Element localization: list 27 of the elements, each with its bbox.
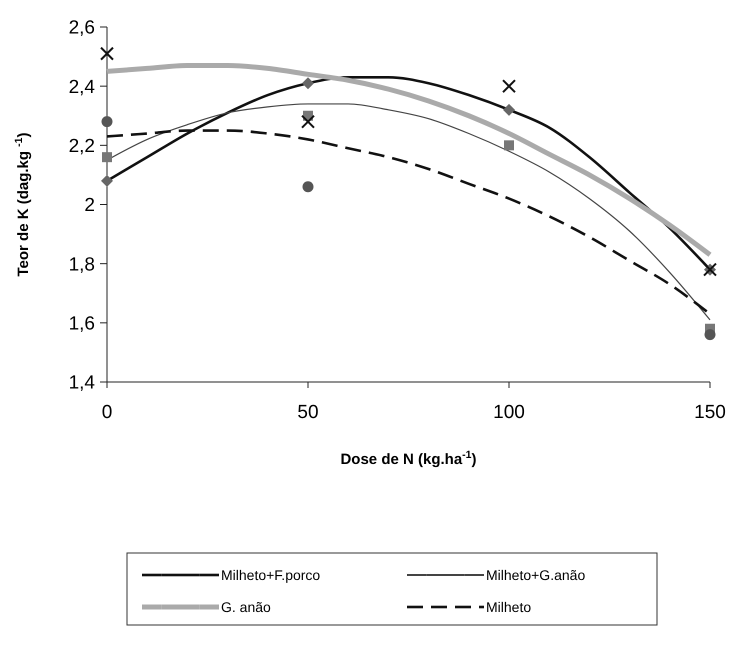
legend-label: Milheto: [486, 598, 532, 615]
point: [704, 329, 716, 340]
x-tick-label: 100: [493, 402, 525, 423]
point: [502, 79, 516, 94]
y-tick-label: 2,2: [68, 136, 95, 157]
point: [102, 116, 112, 128]
x-tick-label: 0: [102, 402, 112, 423]
y-tick-label: 2,6: [68, 18, 95, 39]
point: [100, 46, 114, 61]
point: [302, 181, 314, 192]
point: [503, 104, 515, 116]
legend-label: Milheto+F.porco: [221, 566, 320, 583]
point: [301, 114, 315, 129]
point: [504, 140, 514, 150]
point: [302, 77, 314, 90]
x-axis-title: Dose de N (kg.ha$^{-1}$): [340, 449, 477, 468]
legend-label: G. anão: [221, 598, 272, 615]
y-tick-label: 1,4: [68, 372, 96, 394]
y-tick-label: 1,8: [68, 254, 95, 276]
y-tick-label: 2: [84, 195, 95, 216]
y-tick-label: 1,6: [68, 313, 95, 334]
legend-label: Milheto+G.anão: [486, 566, 586, 583]
point: [102, 152, 112, 162]
x-tick-label: 150: [694, 402, 726, 423]
point: [101, 174, 113, 187]
x-tick-label: 50: [297, 402, 319, 423]
y-tick-label: 2,4: [68, 76, 96, 98]
